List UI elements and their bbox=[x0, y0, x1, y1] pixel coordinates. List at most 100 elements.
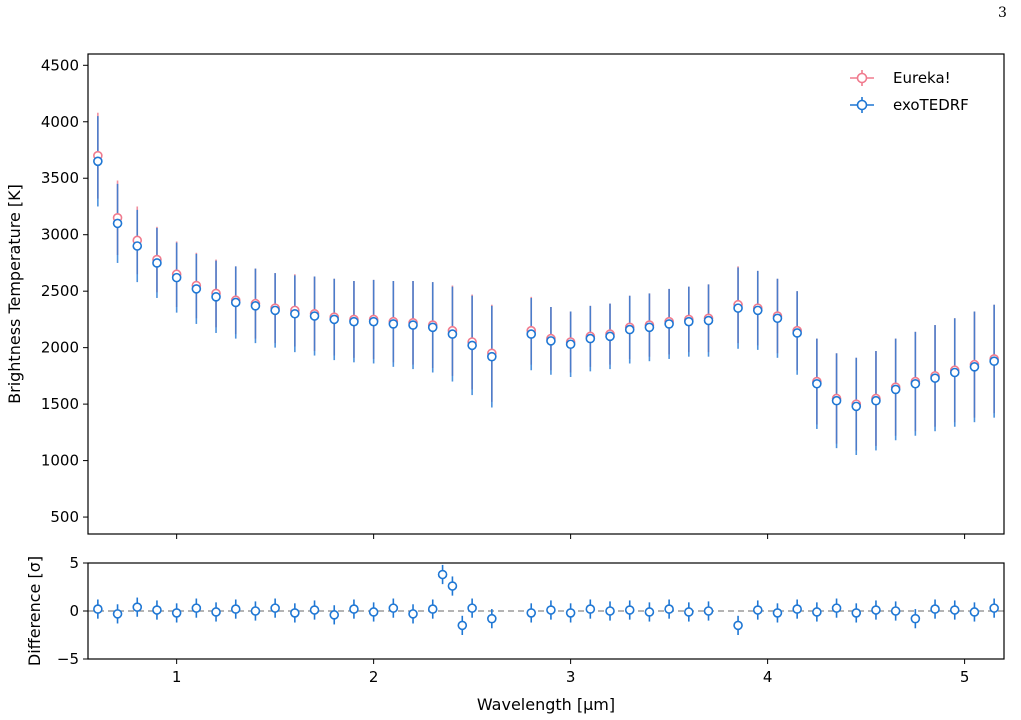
bottom-y-tick-label: 5 bbox=[69, 554, 79, 572]
bottom-data-point bbox=[230, 604, 241, 614]
top-data-point bbox=[930, 373, 940, 383]
bottom-data-point bbox=[644, 607, 655, 617]
top-data-point bbox=[211, 292, 221, 302]
legend-marker bbox=[856, 72, 868, 84]
bottom-data-point bbox=[132, 602, 143, 612]
bottom-data-point bbox=[664, 604, 674, 614]
bottom-data-point bbox=[211, 607, 221, 617]
top-data-point bbox=[772, 313, 783, 324]
top-y-axis-label: Brightness Temperature [K] bbox=[5, 184, 24, 404]
top-data-point bbox=[427, 322, 438, 333]
top-data-point bbox=[112, 218, 123, 229]
bottom-data-point bbox=[487, 613, 497, 624]
bottom-data-point bbox=[290, 608, 300, 618]
bottom-x-tick-label: 2 bbox=[369, 668, 379, 686]
bottom-data-point bbox=[368, 607, 379, 617]
legend-label: Eureka! bbox=[893, 69, 951, 87]
bottom-data-point bbox=[851, 608, 862, 618]
bottom-x-tick-label: 1 bbox=[172, 668, 182, 686]
bottom-data-point bbox=[910, 613, 921, 624]
bottom-data-point bbox=[684, 607, 694, 617]
bottom-y-axis-label: Difference [σ] bbox=[25, 556, 44, 666]
bottom-data-point bbox=[467, 603, 477, 613]
top-data-point bbox=[752, 305, 763, 316]
bottom-y-tick-label: −5 bbox=[57, 650, 79, 668]
bottom-data-point bbox=[930, 604, 940, 614]
bottom-data-point bbox=[152, 605, 162, 615]
bottom-data-point bbox=[329, 610, 340, 620]
top-data-point bbox=[368, 316, 379, 327]
bottom-data-point bbox=[427, 604, 438, 614]
top-panel: 500 1000 1500 2000 2500 3000 3500 4000 4500 Brig… bbox=[5, 53, 1005, 539]
top-data-point bbox=[871, 395, 881, 406]
bottom-data-point bbox=[171, 608, 182, 618]
top-x-ticks bbox=[176, 534, 966, 539]
top-data-point bbox=[812, 378, 822, 389]
bottom-data-point bbox=[191, 603, 202, 613]
top-data-point bbox=[684, 316, 694, 327]
bottom-data-point bbox=[270, 603, 280, 613]
bottom-data-point bbox=[831, 603, 842, 613]
top-y-tick-label: 500 bbox=[50, 508, 79, 526]
top-data-point bbox=[733, 303, 743, 313]
bottom-data-point bbox=[585, 604, 596, 614]
bottom-plot-frame bbox=[87, 562, 1005, 660]
top-plot-frame bbox=[87, 53, 1005, 535]
top-data-point bbox=[831, 395, 842, 406]
top-data-point bbox=[309, 311, 320, 321]
top-data-point bbox=[565, 339, 576, 350]
top-data-point bbox=[624, 324, 635, 335]
bottom-x-tick-label: 5 bbox=[960, 668, 970, 686]
bottom-data-point bbox=[112, 609, 123, 619]
bottom-data-point bbox=[447, 581, 458, 591]
bottom-data-point bbox=[349, 604, 359, 614]
bottom-data-point bbox=[624, 605, 635, 615]
top-y-tick-label: 4000 bbox=[41, 113, 79, 131]
bottom-data-point bbox=[703, 606, 714, 616]
top-y-tick-label: 2000 bbox=[41, 339, 79, 357]
bottom-data-point bbox=[812, 607, 822, 617]
bottom-y-tick-label: 0 bbox=[69, 602, 79, 620]
top-y-ticks: 500 1000 1500 2000 2500 3000 3500 4000 4500 bbox=[41, 56, 88, 526]
top-data-point bbox=[388, 319, 399, 329]
top-data-point bbox=[605, 331, 615, 342]
bottom-y-ticks: −5 0 5 bbox=[57, 554, 88, 668]
page-number: 3 bbox=[998, 5, 1007, 21]
top-data-point bbox=[93, 156, 103, 167]
top-data-point bbox=[487, 351, 497, 362]
top-data-point bbox=[132, 241, 143, 251]
bottom-x-tick-label: 4 bbox=[763, 668, 773, 686]
top-y-tick-label: 3000 bbox=[41, 226, 79, 244]
top-data-point bbox=[703, 315, 714, 326]
top-data-point bbox=[969, 362, 980, 372]
bottom-data-point bbox=[890, 606, 901, 616]
bottom-data-point bbox=[792, 604, 802, 614]
top-data-point bbox=[171, 272, 182, 283]
bottom-panel: −5 0 5 1 2 3 4 5 Difference [σ] Wavelength [µm… bbox=[25, 554, 1005, 714]
bottom-data-point bbox=[565, 608, 576, 618]
legend-marker bbox=[856, 99, 868, 111]
bottom-data-point bbox=[949, 605, 960, 615]
top-data-point bbox=[910, 378, 921, 389]
top-y-tick-label: 4500 bbox=[41, 56, 79, 74]
top-series-layer bbox=[93, 112, 999, 455]
bottom-x-ticks: 1 2 3 4 5 bbox=[172, 659, 970, 686]
top-data-point bbox=[585, 333, 596, 344]
top-y-tick-label: 3500 bbox=[41, 169, 79, 187]
top-data-point bbox=[851, 401, 862, 412]
legend: Eureka! exoTEDRF bbox=[850, 69, 969, 114]
bottom-data-point bbox=[309, 605, 320, 615]
bottom-data-point bbox=[437, 569, 448, 580]
legend-label: exoTEDRF bbox=[893, 96, 969, 114]
top-data-point bbox=[270, 305, 280, 316]
top-data-point bbox=[546, 336, 556, 346]
top-data-point bbox=[250, 301, 261, 311]
bottom-data-point bbox=[605, 606, 615, 616]
top-data-point bbox=[447, 329, 458, 339]
bottom-data-point bbox=[526, 608, 537, 618]
top-y-tick-label: 1000 bbox=[41, 452, 79, 470]
bottom-data-point bbox=[871, 605, 881, 615]
top-data-point bbox=[792, 328, 802, 338]
bottom-series-layer bbox=[88, 564, 1004, 635]
